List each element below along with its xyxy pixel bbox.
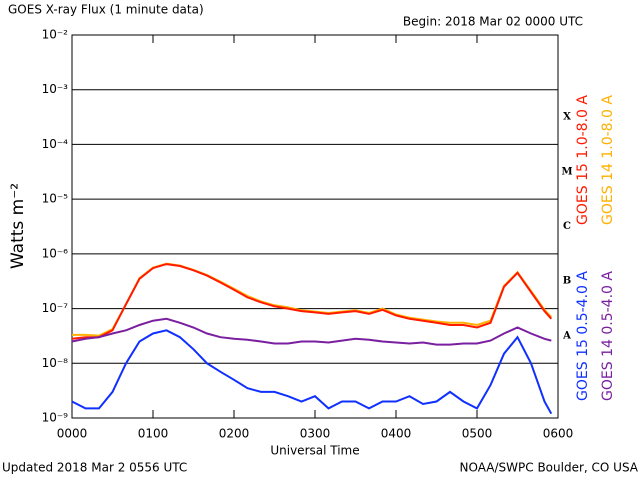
x-tick-label: 0600	[543, 427, 574, 441]
x-tick-label: 0100	[138, 427, 169, 441]
chart-title: GOES X-ray Flux (1 minute data)	[8, 3, 204, 17]
y-tick-label: 10⁻⁶	[42, 246, 69, 260]
y-tick-label: 10⁻²	[42, 28, 69, 42]
legend-entry: GOES 14 1.0-8.0 A	[600, 95, 616, 225]
flare-class: X	[563, 112, 571, 123]
legend-entry: GOES 15 1.0-8.0 A	[575, 95, 591, 225]
legend-entry: GOES 14 0.5-4.0 A	[600, 271, 616, 401]
series-line	[71, 263, 553, 340]
x-tick-label: 0000	[57, 427, 88, 441]
footer-left: Updated 2018 Mar 2 0556 UTC	[2, 461, 187, 475]
series-line	[71, 329, 553, 415]
flare-class: C	[563, 221, 571, 232]
footer-right: NOAA/SWPC Boulder, CO USA	[460, 461, 639, 475]
plot-frame	[71, 34, 559, 419]
y-tick-label: 10⁻⁴	[42, 137, 69, 151]
y-tick-label: 10⁻³	[42, 82, 69, 96]
y-tick-label: 10⁻⁷	[42, 301, 69, 315]
x-tick-label: 0400	[381, 427, 412, 441]
flare-class: M	[561, 166, 572, 177]
chart-subtitle: Begin: 2018 Mar 02 0000 UTC	[403, 15, 583, 29]
y-tick-label: 10⁻⁵	[42, 192, 69, 206]
y-tick-label: 10⁻⁹	[42, 411, 69, 425]
flare-class: A	[562, 330, 571, 341]
x-tick-label: 0300	[300, 427, 331, 441]
x-tick-label: 0500	[462, 427, 493, 441]
y-tick-label: 10⁻⁸	[42, 356, 69, 370]
x-tick-label: 0200	[219, 427, 250, 441]
flare-class: B	[563, 276, 571, 287]
x-axis-label: Universal Time	[270, 444, 359, 458]
series-line	[71, 317, 552, 346]
legend-entry: GOES 15 0.5-4.0 A	[575, 271, 591, 401]
y-axis-label: Watts m⁻²	[8, 183, 28, 269]
